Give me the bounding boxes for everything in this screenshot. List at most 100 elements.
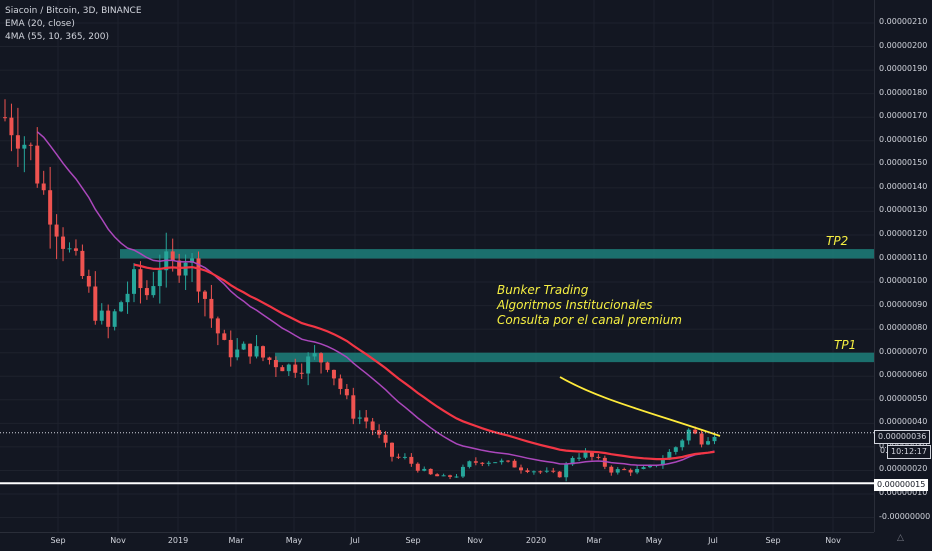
candle-body bbox=[112, 311, 117, 327]
candle-body bbox=[190, 258, 195, 263]
candle-body bbox=[331, 369, 336, 379]
candle-body bbox=[622, 469, 627, 471]
tradingview-logo-icon: △ bbox=[897, 533, 904, 543]
time-tick-label: Mar bbox=[228, 536, 244, 545]
time-tick-label: Nov bbox=[825, 536, 841, 545]
candle-body bbox=[641, 467, 646, 470]
price-tick-label: 0.00000210 bbox=[879, 17, 928, 26]
candle-body bbox=[183, 262, 188, 276]
candle-body bbox=[93, 286, 98, 321]
candle-body bbox=[602, 457, 607, 467]
candle-body bbox=[319, 353, 324, 363]
candle-body bbox=[370, 421, 375, 431]
tp2-label: TP2 bbox=[826, 234, 849, 248]
candle-body bbox=[299, 372, 304, 374]
candle-body bbox=[706, 441, 711, 445]
time-tick-label: May bbox=[645, 536, 663, 545]
candle-body bbox=[41, 183, 46, 191]
price-tick-label: 0.00000070 bbox=[879, 346, 928, 356]
candle-body bbox=[693, 429, 698, 434]
time-tick-label: 2020 bbox=[525, 536, 547, 545]
candle-body bbox=[215, 318, 220, 334]
time-tick-label: Sep bbox=[405, 536, 421, 545]
candle-body bbox=[390, 442, 394, 457]
candle-body bbox=[344, 388, 349, 396]
candle-body bbox=[351, 395, 356, 419]
candle-body bbox=[454, 476, 459, 478]
candle-body bbox=[544, 470, 549, 472]
countdown-prefix: 0. bbox=[880, 446, 888, 455]
candle-body bbox=[686, 429, 691, 441]
candle-body bbox=[648, 465, 652, 468]
candle-body bbox=[441, 475, 446, 477]
price-tick-label: 0.00000180 bbox=[879, 87, 928, 97]
candle-body bbox=[506, 460, 511, 462]
candle-body bbox=[667, 451, 672, 460]
candle-body bbox=[325, 362, 330, 370]
candle-body bbox=[22, 144, 27, 149]
price-tick-label: 0.00000110 bbox=[879, 252, 928, 262]
candle-body bbox=[519, 467, 523, 471]
annotation-text: Bunker Trading Algoritmos Institucionale… bbox=[497, 283, 682, 328]
candle-body bbox=[209, 298, 214, 319]
candle-body bbox=[499, 460, 504, 463]
ma-red-line bbox=[133, 263, 715, 461]
candle-body bbox=[73, 248, 78, 251]
candle-body bbox=[493, 462, 498, 464]
candle-body bbox=[415, 463, 420, 471]
chart-legend: Siacoin / Bitcoin, 3D, BINANCE EMA (20, … bbox=[5, 5, 142, 44]
candle-body bbox=[460, 466, 465, 477]
candle-body bbox=[3, 117, 7, 119]
price-tick-label: 0.00000170 bbox=[879, 111, 928, 121]
price-tick-label: 0.00000010 bbox=[879, 488, 928, 497]
price-tick-label: 0.00000140 bbox=[879, 181, 928, 191]
price-tick-label: 0.00000040 bbox=[879, 417, 928, 427]
candle-body bbox=[609, 466, 614, 473]
price-tick-label: 0.00000090 bbox=[879, 299, 928, 309]
candle-body bbox=[286, 364, 291, 372]
candle-body bbox=[635, 469, 640, 473]
candle-body bbox=[54, 224, 59, 237]
candle-body bbox=[99, 310, 104, 321]
ema-line bbox=[36, 131, 715, 467]
price-tick-label: 0.00000060 bbox=[879, 370, 928, 380]
time-tick-label: Nov bbox=[110, 536, 126, 545]
candle-body bbox=[261, 346, 265, 358]
candle-body bbox=[241, 343, 246, 350]
annotation-line-3: Consulta por el canal premium bbox=[497, 313, 682, 327]
candle-body bbox=[228, 339, 233, 358]
candle-body bbox=[396, 456, 401, 458]
candle-body bbox=[157, 270, 162, 287]
time-axis[interactable]: Sep Nov 2019 Mar May Jul Sep Nov 2020 Mar May Jul Se… bbox=[0, 532, 874, 551]
annotation-line-2: Algoritmos Institucionales bbox=[497, 298, 653, 312]
symbol-title: Siacoin / Bitcoin, 3D, BINANCE bbox=[5, 6, 142, 16]
support-price-badge: 0.00000015 bbox=[874, 479, 929, 491]
candle-body bbox=[357, 417, 362, 419]
ma-legend: 4MA (55, 10, 365, 200) bbox=[5, 32, 109, 42]
price-tick-label: -0.00000000 bbox=[879, 511, 931, 521]
candle-body bbox=[486, 462, 491, 464]
candle-body bbox=[202, 291, 207, 299]
candle-body bbox=[248, 343, 253, 357]
price-tick-label: 0.00000150 bbox=[879, 158, 928, 168]
candle-body bbox=[577, 457, 582, 459]
tp2-zone bbox=[120, 249, 874, 259]
price-tick-label: 0.00000200 bbox=[879, 40, 928, 50]
candle-body bbox=[660, 459, 665, 466]
time-tick-label: Jul bbox=[708, 536, 718, 545]
candle-body bbox=[222, 333, 227, 340]
candle-body bbox=[306, 356, 311, 374]
candle-body bbox=[525, 470, 530, 473]
candle-body bbox=[467, 461, 472, 467]
price-tick-label: 0.00000120 bbox=[879, 228, 928, 238]
price-tick-label: 0.00000160 bbox=[879, 134, 928, 144]
candle-body bbox=[196, 258, 201, 292]
candle-body bbox=[280, 367, 285, 372]
candle-body bbox=[86, 275, 91, 287]
candle-body bbox=[35, 145, 40, 184]
price-chart[interactable] bbox=[0, 0, 874, 532]
candle-body bbox=[312, 353, 317, 357]
candle-body bbox=[170, 251, 175, 261]
candle-body bbox=[402, 456, 407, 458]
candle-body bbox=[422, 468, 427, 471]
